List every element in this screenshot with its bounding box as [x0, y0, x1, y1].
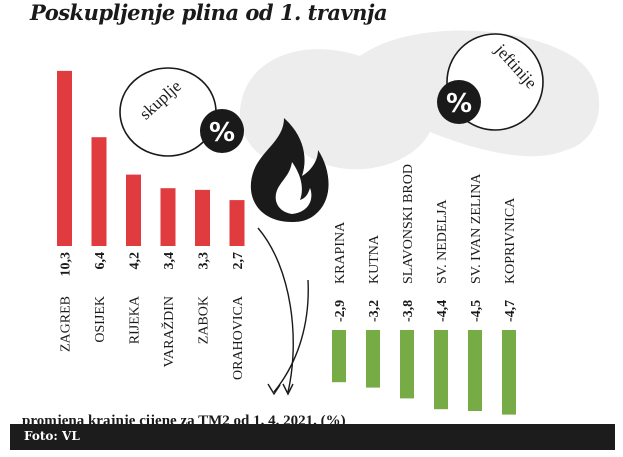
- city-label-increase-3: VARAŽDIN: [160, 296, 177, 367]
- bar-increase-1: [91, 137, 107, 246]
- percent-circle-down: [437, 80, 481, 124]
- bar-increase-3: [160, 188, 176, 246]
- city-label-decrease-1: KUTNA: [367, 234, 382, 284]
- city-label-decrease-3: SV. NEDELJA: [435, 199, 450, 284]
- value-label-decrease-1: -3,2: [367, 300, 382, 322]
- flame-icon: [250, 118, 329, 222]
- city-label-decrease-5: KOPRIVNICA: [503, 197, 518, 284]
- bar-decrease-2: [400, 330, 414, 399]
- arrow-icon: [257, 227, 309, 396]
- skuplje-badge: skuplje %: [119, 67, 244, 157]
- bar-decrease-1: [366, 330, 380, 388]
- bar-decrease-0: [332, 330, 346, 383]
- chart-title: Poskupljenje plina od 1. travnja: [30, 0, 388, 25]
- city-label-increase-4: ZABOK: [197, 296, 212, 344]
- value-label-decrease-3: -4,4: [435, 300, 450, 322]
- photo-credit: Foto: VL: [24, 429, 80, 443]
- city-label-increase-5: ORAHOVICA: [231, 295, 246, 380]
- value-label-decrease-5: -4,7: [503, 300, 518, 322]
- city-label-increase-1: OSIJEK: [93, 296, 108, 343]
- value-label-decrease-0: -2,9: [333, 300, 348, 322]
- value-label-increase-1: 6,4: [93, 252, 108, 270]
- bar-increase-2: [126, 174, 141, 246]
- percent-sign-down: %: [446, 89, 472, 119]
- bar-increase-0: [57, 70, 72, 247]
- value-label-increase-4: 3,3: [197, 252, 212, 270]
- bar-decrease-5: [502, 330, 516, 415]
- city-label-increase-2: RIJEKA: [128, 295, 143, 344]
- bars-layer: 10,3 ZAGREB 6,4 OSIJEK 4,2 RIJEKA 3,4 VARAŽDIN 3…: [57, 70, 518, 415]
- value-label-increase-2: 4,2: [128, 252, 143, 270]
- city-label-increase-0: ZAGREB: [59, 296, 74, 352]
- bar-decrease-4: [468, 330, 482, 411]
- photo-credit-bar: Foto: VL: [10, 424, 615, 450]
- value-label-increase-3: 3,4: [162, 252, 177, 270]
- percent-circle-up: [200, 109, 244, 153]
- city-label-decrease-0: KRAPINA: [333, 221, 348, 284]
- bar-decrease-3: [434, 330, 448, 410]
- bar-increase-5: [229, 200, 245, 246]
- city-label-decrease-2: SLAVONSKI BROD: [401, 164, 416, 284]
- value-label-increase-0: 10,3: [59, 252, 74, 277]
- value-label-increase-5: 2,7: [231, 252, 246, 270]
- bar-increase-4: [195, 189, 210, 246]
- city-label-decrease-4: SV. IVAN ZELINA: [469, 173, 484, 284]
- percent-sign-up: %: [209, 118, 235, 148]
- value-label-decrease-4: -4,5: [469, 300, 484, 322]
- value-label-decrease-2: -3,8: [401, 300, 416, 322]
